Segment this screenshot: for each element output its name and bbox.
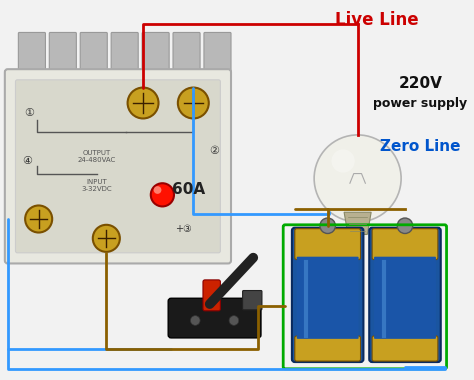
Text: power supply: power supply xyxy=(374,97,467,109)
Text: 60A: 60A xyxy=(172,182,205,198)
Text: ④: ④ xyxy=(22,156,32,166)
FancyBboxPatch shape xyxy=(204,32,231,80)
FancyBboxPatch shape xyxy=(80,32,107,80)
FancyBboxPatch shape xyxy=(111,32,138,80)
Circle shape xyxy=(331,149,355,173)
Text: INPUT
3-32VDC: INPUT 3-32VDC xyxy=(82,179,112,192)
FancyBboxPatch shape xyxy=(372,336,438,361)
Polygon shape xyxy=(344,212,371,234)
Circle shape xyxy=(397,218,413,233)
Circle shape xyxy=(128,87,158,119)
FancyBboxPatch shape xyxy=(374,257,436,339)
FancyBboxPatch shape xyxy=(297,257,359,339)
Text: ①: ① xyxy=(24,108,34,118)
FancyBboxPatch shape xyxy=(203,280,220,311)
FancyBboxPatch shape xyxy=(369,228,441,362)
Circle shape xyxy=(154,186,162,194)
FancyBboxPatch shape xyxy=(168,298,261,338)
Circle shape xyxy=(314,135,401,222)
Circle shape xyxy=(25,206,52,233)
Text: OUTPUT
24-480VAC: OUTPUT 24-480VAC xyxy=(78,150,116,163)
Text: Live Line: Live Line xyxy=(335,11,419,29)
FancyBboxPatch shape xyxy=(142,32,169,80)
FancyBboxPatch shape xyxy=(292,228,364,362)
FancyBboxPatch shape xyxy=(5,69,231,263)
FancyBboxPatch shape xyxy=(173,32,200,80)
Text: +③: +③ xyxy=(175,224,192,234)
FancyBboxPatch shape xyxy=(372,229,438,260)
Circle shape xyxy=(178,87,209,119)
Circle shape xyxy=(229,316,239,325)
Text: Zero Line: Zero Line xyxy=(380,139,461,154)
FancyBboxPatch shape xyxy=(18,32,46,80)
FancyBboxPatch shape xyxy=(49,32,76,80)
Circle shape xyxy=(191,316,200,325)
FancyBboxPatch shape xyxy=(16,80,220,253)
FancyBboxPatch shape xyxy=(295,336,361,361)
Circle shape xyxy=(320,218,336,233)
Text: 220V: 220V xyxy=(399,76,442,91)
Circle shape xyxy=(93,225,120,252)
Text: ②: ② xyxy=(210,146,219,156)
Circle shape xyxy=(151,183,174,206)
FancyBboxPatch shape xyxy=(243,291,262,310)
FancyBboxPatch shape xyxy=(295,229,361,260)
